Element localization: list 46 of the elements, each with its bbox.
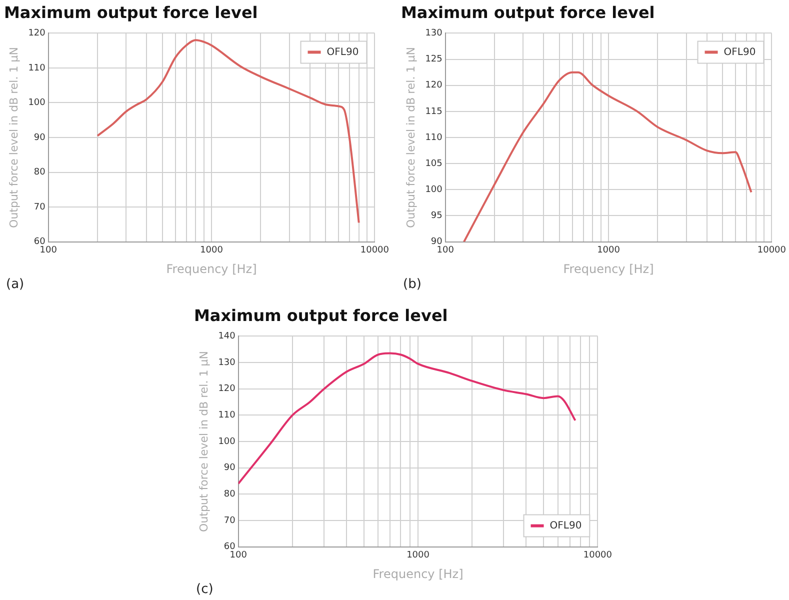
x-axis-title: Frequency [Hz] <box>563 262 654 276</box>
y-tick-label: 130 <box>218 358 236 368</box>
y-tick-label: 95 <box>430 211 442 222</box>
y-tick-label: 130 <box>425 28 443 39</box>
y-tick-label: 105 <box>425 158 442 169</box>
y-tick-label: 90 <box>430 237 443 248</box>
chart-title: Maximum output force level <box>194 306 448 325</box>
chart-title: Maximum output force level <box>401 2 655 22</box>
legend-label: OFL90 <box>550 520 582 532</box>
y-tick-label: 70 <box>224 516 236 526</box>
y-tick-label: 110 <box>425 132 443 143</box>
x-tick-label: 10000 <box>583 550 612 561</box>
text: (a) <box>6 276 24 292</box>
legend-label: OFL90 <box>724 46 756 58</box>
legend-label: OFL90 <box>326 46 359 58</box>
y-axis-title: Output force level in dB rel. 1 µN <box>404 47 418 228</box>
y-tick-label: 125 <box>425 54 442 65</box>
y-axis-title: Output force level in dB rel. 1 µN <box>197 351 210 532</box>
y-tick-label: 60 <box>224 542 236 552</box>
x-axis-title: Frequency [Hz] <box>372 566 464 581</box>
y-tick-label: 110 <box>28 63 46 74</box>
x-axis-title: Frequency [Hz] <box>166 262 257 276</box>
y-tick-label: 120 <box>218 384 236 394</box>
x-tick-label: 10000 <box>757 246 786 256</box>
y-tick-label: 115 <box>425 106 442 117</box>
x-tick-label: 1000 <box>200 246 224 256</box>
x-tick-label: 1000 <box>597 246 620 256</box>
y-tick-label: 120 <box>425 80 443 91</box>
y-tick-label: 60 <box>34 237 46 248</box>
y-tick-label: 90 <box>224 463 236 474</box>
y-tick-label: 100 <box>28 98 46 108</box>
y-tick-label: 70 <box>34 202 46 212</box>
text: (b) <box>403 276 422 292</box>
chart-title: Maximum output force level <box>4 2 258 22</box>
y-tick-label: 90 <box>34 132 46 143</box>
y-tick-label: 100 <box>218 436 236 447</box>
y-tick-label: 100 <box>425 184 443 195</box>
x-tick-label: 1000 <box>406 550 430 561</box>
x-tick-label: 10000 <box>360 246 390 256</box>
y-axis-title: Output force level in dB rel. 1 µN <box>7 47 20 228</box>
y-tick-label: 80 <box>224 489 236 500</box>
y-tick-label: 120 <box>28 28 46 39</box>
text: (c) <box>196 582 214 597</box>
y-tick-label: 140 <box>218 332 236 342</box>
y-tick-label: 110 <box>218 410 236 421</box>
y-tick-label: 80 <box>34 168 46 178</box>
